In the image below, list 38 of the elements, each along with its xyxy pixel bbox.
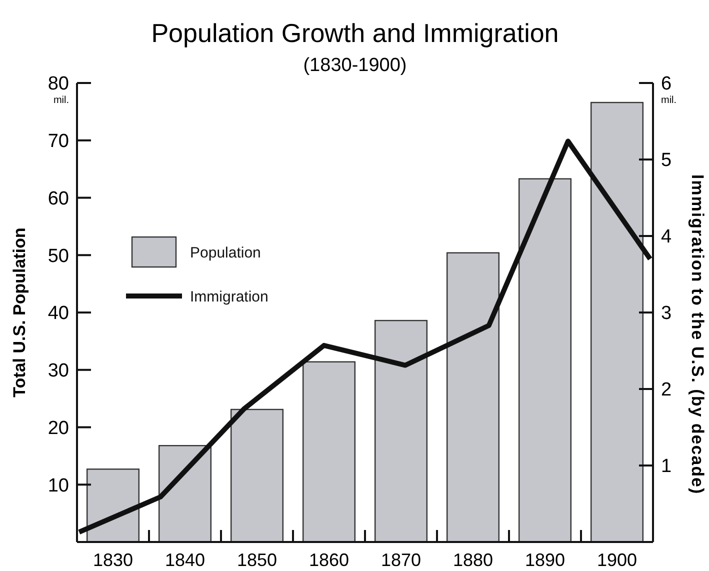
y-axis-title: Total U.S. Population	[10, 228, 29, 398]
bar	[158, 445, 212, 543]
x-tick-label: 1900	[596, 550, 638, 570]
y2-tick-label: 4	[661, 226, 672, 248]
bar	[590, 102, 644, 543]
x-tick-label: 1880	[452, 550, 494, 570]
y2-tick-label: 3	[661, 303, 672, 324]
chart-title: Population Growth and Immigration	[151, 18, 559, 48]
x-tick-label: 1850	[236, 550, 278, 570]
y-tick-label: 40	[48, 303, 69, 324]
x-tick-label: 1840	[164, 550, 206, 570]
bar	[518, 178, 572, 543]
x-tick-label: 1860	[308, 550, 350, 570]
x-tick-label: 1870	[380, 550, 422, 570]
x-tick-label: 1830	[92, 550, 134, 570]
y2-tick-label: 6	[661, 74, 672, 95]
y2-tick-label: 1	[661, 456, 672, 478]
x-tick-label: 1890	[524, 550, 566, 570]
legend-label: Immigration	[190, 288, 268, 306]
y-tick-label: 20	[48, 418, 69, 439]
y-tick-label: 70	[48, 131, 69, 152]
text: mil.	[53, 95, 69, 106]
y-tick-label: 30	[48, 360, 69, 382]
legend-label: Population	[190, 244, 261, 262]
y2-tick-label: 5	[661, 150, 672, 172]
y-tick-label: 60	[48, 188, 69, 210]
bar	[86, 468, 140, 543]
y-tick-label: 10	[48, 475, 69, 496]
chart-subtitle: (1830-1900)	[303, 55, 407, 76]
bar	[230, 408, 284, 543]
y2-tick-label: 2	[661, 380, 672, 401]
text: mil.	[661, 95, 677, 106]
bar	[446, 252, 500, 543]
bar	[374, 320, 428, 543]
bar	[302, 361, 356, 543]
y-tick-label: 50	[48, 246, 69, 267]
y-tick-label: 80	[48, 74, 69, 95]
y2-axis-title: Immigration to the U.S. (by decade)	[688, 174, 707, 495]
